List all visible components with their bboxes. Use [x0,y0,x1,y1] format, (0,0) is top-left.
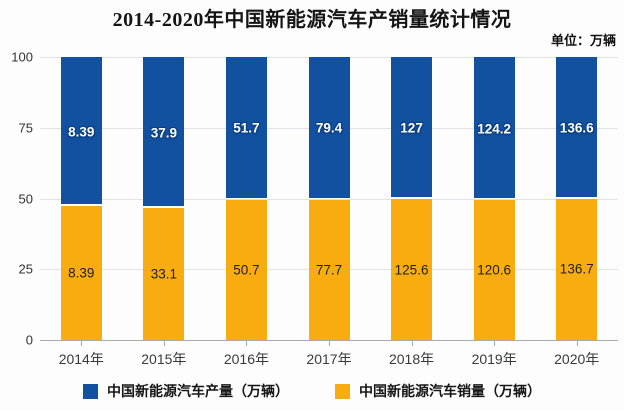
chart-title: 2014-2020年中国新能源汽车产销量统计情况 [112,9,512,31]
sales-bar-segment [556,198,598,340]
y-axis-tick-label: 50 [18,191,33,206]
production-bar-segment [391,57,433,198]
sales-bar-segment [225,199,267,340]
x-axis-tick-mark [494,340,496,346]
sales-value-label: 125.6 [394,262,429,278]
production-bar-segment [60,57,102,205]
legend: 中国新能源汽车产量（万辆） 中国新能源汽车销量（万辆） [0,381,624,401]
x-axis-tick-mark [411,340,413,346]
production-value-label: 51.7 [233,120,260,136]
production-value-label: 136.6 [559,120,594,136]
bar-column-2018年: 127 125.6 [391,57,433,340]
x-axis-tick-label: 2019年 [471,351,517,367]
sales-value-label: 50.7 [233,262,260,278]
x-axis-tick-mark [81,340,83,346]
production-bar-segment [225,57,267,198]
sales-bar-segment [391,199,433,340]
sales-value-label: 77.7 [315,262,343,278]
production-bar-segment [308,57,350,198]
y-axis-tick-label: 75 [18,120,33,136]
bar-column-2017年: 79.4 77.7 [308,57,350,340]
y-axis-tick-label: 25 [18,261,33,277]
sales-bar-segment [60,206,102,340]
y-axis-tick-label: 100 [11,49,33,65]
x-axis-tick-mark [163,340,165,346]
bar-column-2019年: 124.2 120.6 [473,57,515,340]
production-value-label: 79.4 [315,120,343,136]
sales-value-label: 8.39 [68,265,95,281]
sales-value-label: 120.6 [477,262,512,278]
x-axis-tick-label: 2017年 [306,351,352,367]
bar-column-2015年: 37.9 33.1 [143,57,185,340]
x-axis-tick-label: 2020年 [554,351,600,367]
bar-column-2020年: 136.6 136.7 [556,57,598,340]
bar-column-2016年: 51.7 50.7 [225,57,267,340]
x-axis-tick-mark [246,340,248,346]
production-value-label: 8.39 [68,124,95,140]
legend-label: 中国新能源汽车销量（万辆） [359,383,541,399]
legend-item-production: 中国新能源汽车产量（万辆） [83,381,289,401]
x-axis-tick-label: 2015年 [141,351,187,367]
sales-value-label: 136.7 [559,261,594,277]
production-legend-swatch [83,383,98,399]
sales-value-label: 33.1 [150,266,177,282]
legend-item-sales: 中国新能源汽车销量（万辆） [335,381,541,401]
production-bar-segment [473,57,515,199]
x-axis-tick-label: 2014年 [58,351,104,367]
production-bar-segment [556,57,598,197]
gridline [40,198,618,200]
y-axis-tick-label: 0 [25,332,33,348]
production-value-label: 37.9 [150,125,177,141]
unit-label: 单位：万辆 [550,33,616,48]
x-axis-tick-label: 2018年 [388,351,435,367]
production-value-label: 124.2 [477,121,512,137]
production-value-label: 127 [400,120,423,136]
sales-bar-segment [473,200,515,340]
x-axis-tick-mark [576,340,578,346]
production-bar-segment [143,57,185,207]
bar-column-2014年: 8.39 8.39 [60,57,102,340]
x-axis-tick-label: 2016年 [223,351,269,367]
legend-label: 中国新能源汽车产量（万辆） [107,383,289,399]
plot-area: 8.39 8.39 2014年 37.9 33.1 2015年 51.7 50.7 2016年 7… [40,57,618,367]
sales-legend-swatch [335,383,350,399]
sales-bar-segment [143,208,185,340]
sales-bar-segment [308,199,350,340]
y-axis: 100 75 50 25 0 [0,50,33,348]
x-axis-tick-mark [329,340,330,346]
